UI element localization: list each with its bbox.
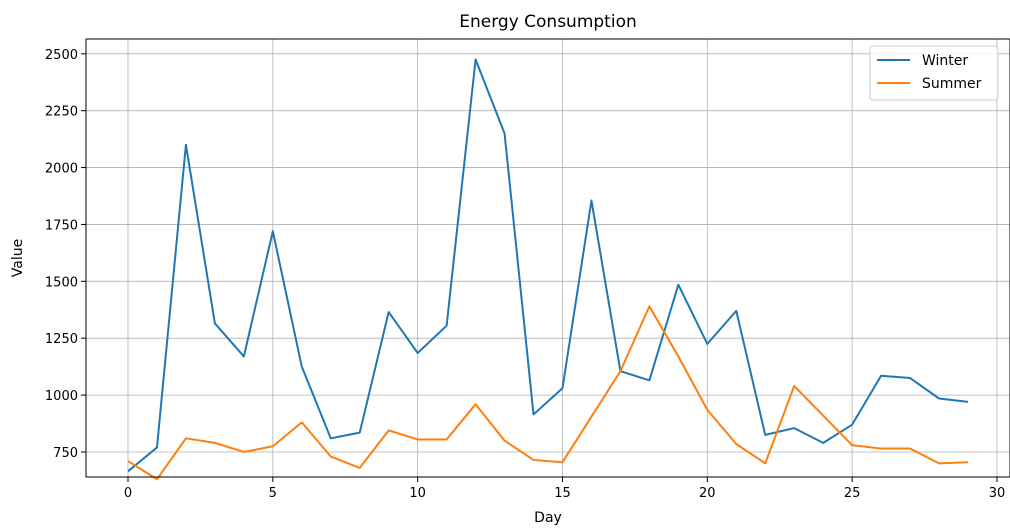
x-axis-ticks: 0 5 10 15 20 25 30 [124, 477, 1005, 501]
legend-label-winter: Winter [922, 53, 968, 69]
y-tick-label: 2000 [45, 162, 78, 177]
chart-title: Energy Consumption [459, 12, 637, 32]
x-tick-label: 10 [409, 486, 426, 501]
x-tick-label: 0 [124, 486, 132, 501]
legend-label-summer: Summer [922, 76, 982, 92]
x-tick-label: 20 [699, 486, 716, 501]
series-lines [127, 58, 969, 481]
y-tick-label: 2500 [45, 48, 78, 63]
y-axis-ticks: 750 1000 1250 1500 1750 2000 2250 2500 [45, 48, 86, 461]
y-tick-label: 1000 [45, 389, 78, 404]
y-tick-label: 1750 [45, 218, 78, 233]
x-tick-label: 5 [269, 486, 277, 501]
x-tick-label: 15 [554, 486, 571, 501]
y-tick-label: 750 [53, 446, 78, 461]
y-tick-label: 1500 [45, 275, 78, 290]
x-axis-label: Day [534, 510, 562, 526]
series-line-winter [127, 58, 969, 473]
y-tick-label: 2250 [45, 105, 78, 120]
y-tick-label: 1250 [45, 332, 78, 347]
plot-frame [85, 38, 1010, 478]
y-axis-label: Value [10, 239, 26, 277]
x-tick-label: 30 [989, 486, 1006, 501]
legend: Winter Summer [869, 45, 999, 101]
grid [86, 39, 1010, 477]
series-line-summer [127, 305, 969, 481]
x-tick-label: 25 [844, 486, 861, 501]
